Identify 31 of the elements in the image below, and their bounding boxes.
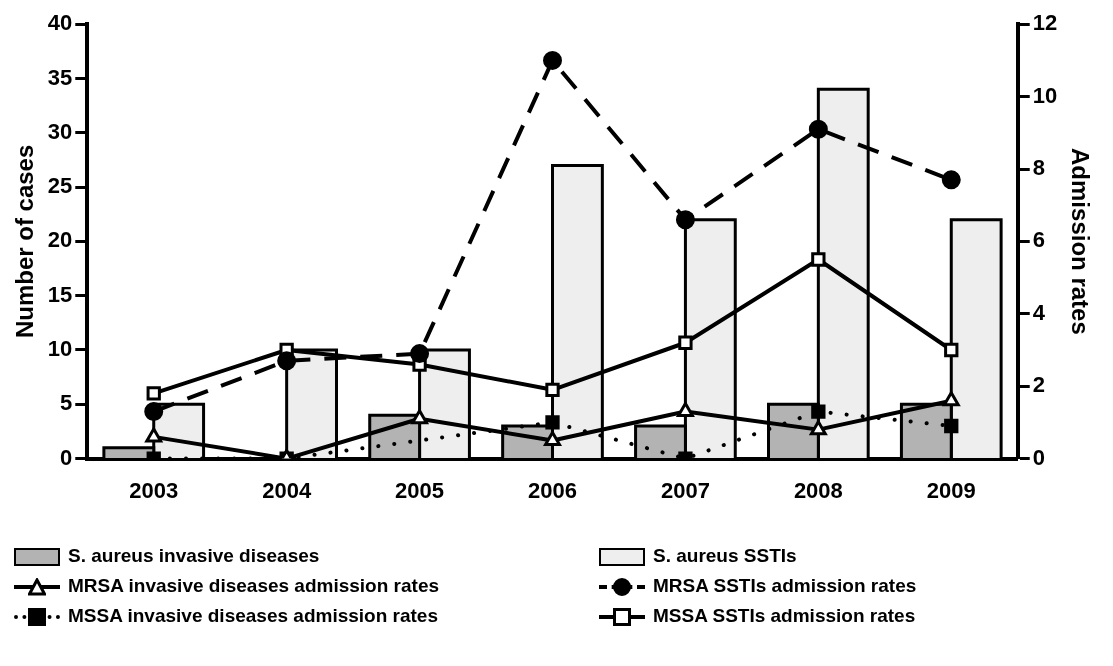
y-tick-label: 35: [47, 64, 73, 90]
x-tick-label: 2007: [660, 477, 710, 503]
x-tick-label: 2009: [926, 477, 976, 503]
y-tick-label: 20: [47, 227, 73, 253]
x-tick-label: 2005: [395, 477, 445, 503]
legend-label: MSSA invasive diseases admission rates: [68, 605, 438, 626]
y-tick-label: 10: [47, 336, 73, 362]
legend-label: MRSA invasive diseases admission rates: [68, 575, 440, 596]
y-tick-label: 5: [60, 390, 73, 416]
legend-label: S. aureus invasive diseases: [68, 545, 320, 566]
x-tick-label: 2003: [129, 477, 179, 503]
x-tick-label: 2004: [262, 477, 312, 503]
y-tick-label: 25: [47, 173, 73, 199]
legend-label: S. aureus SSTIs: [653, 545, 797, 566]
y-tick-label: 30: [47, 118, 73, 144]
y2-axis-title: Admission rates: [1066, 148, 1094, 335]
x-tick-label: 2006: [528, 477, 577, 503]
y2-tick-label: 12: [1032, 10, 1058, 36]
y-tick-label: 15: [47, 281, 73, 307]
y-axis-title: Number of cases: [11, 144, 39, 339]
y2-tick-label: 6: [1032, 227, 1045, 253]
y-tick-label: 40: [47, 10, 73, 36]
y2-tick-label: 0: [1032, 444, 1045, 470]
x-tick-label: 2008: [793, 477, 843, 503]
y-tick-label: 0: [60, 444, 73, 470]
y2-tick-label: 4: [1032, 299, 1046, 325]
legend-label: MRSA SSTIs admission rates: [653, 575, 917, 596]
y2-tick-label: 2: [1032, 372, 1045, 398]
y2-tick-label: 8: [1032, 155, 1045, 181]
y2-tick-label: 10: [1032, 82, 1058, 108]
legend-label: MSSA SSTIs admission rates: [653, 605, 916, 626]
